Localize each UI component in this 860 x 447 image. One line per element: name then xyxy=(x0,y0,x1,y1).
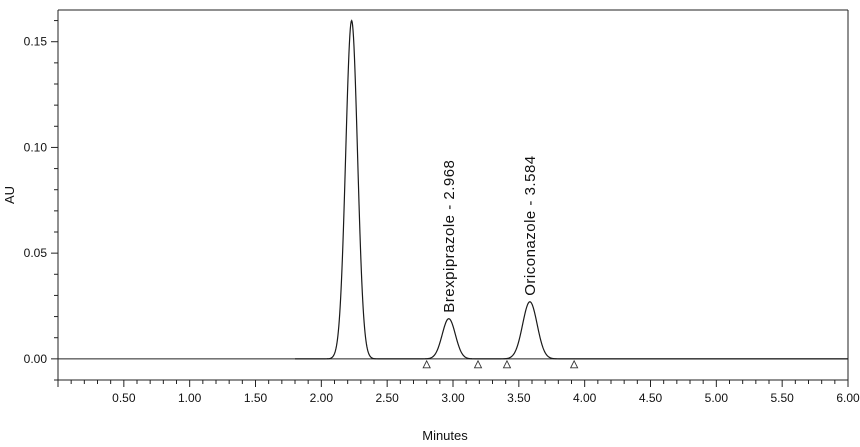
x-axis-title: Minutes xyxy=(422,428,468,443)
peak-labels: Brexpiprazole - 2.968 Oriconazole - 3.584 xyxy=(441,155,539,312)
x-tick-label: 6.00 xyxy=(836,391,860,405)
y-tick-label: 0.15 xyxy=(24,35,48,49)
y-axis-title: AU xyxy=(2,186,17,204)
x-tick-label: 5.00 xyxy=(705,391,729,405)
trace-line xyxy=(295,19,848,360)
integration-marker-icon xyxy=(473,359,483,369)
y-axis-ticks: 0.00 0.05 0.10 0.15 xyxy=(24,20,58,381)
y-tick-label: 0.05 xyxy=(24,246,48,260)
y-tick-label: 0.10 xyxy=(24,140,48,154)
x-tick-label: 2.50 xyxy=(375,391,399,405)
x-tick-label: 3.00 xyxy=(441,391,465,405)
integration-marker-icon xyxy=(569,359,579,369)
x-tick-label: 1.00 xyxy=(178,391,202,405)
x-tick-label: 2.00 xyxy=(310,391,334,405)
peak-label: Oriconazole - 3.584 xyxy=(522,155,539,295)
x-tick-label: 5.50 xyxy=(770,391,794,405)
peak-label: Brexpiprazole - 2.968 xyxy=(441,160,458,313)
x-tick-label: 1.50 xyxy=(244,391,268,405)
x-axis-ticks: 0.50 1.00 1.50 2.00 2.50 3.00 3.50 4.00 4.50 5.00… xyxy=(57,380,860,405)
x-tick-label: 3.50 xyxy=(507,391,531,405)
integration-marker-icon xyxy=(422,359,431,369)
chromatogram-trace xyxy=(295,19,848,360)
integration-markers xyxy=(422,359,579,369)
y-tick-label: 0.00 xyxy=(24,352,48,366)
x-tick-label: 4.50 xyxy=(639,391,663,405)
x-tick-label: 0.50 xyxy=(112,391,136,405)
integration-marker-icon xyxy=(502,359,512,369)
x-tick-label: 4.00 xyxy=(573,391,597,405)
